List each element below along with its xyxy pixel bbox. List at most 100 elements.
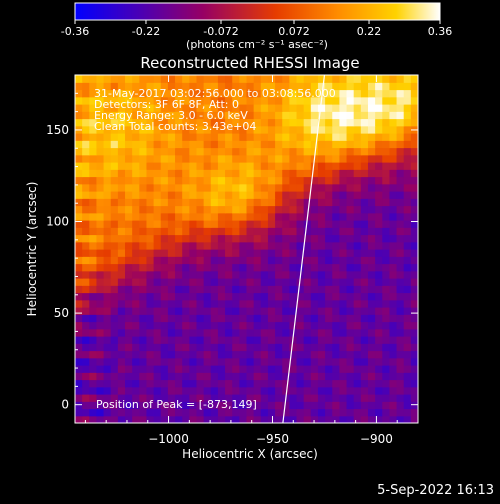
- heatmap-cell: [267, 176, 276, 185]
- heatmap-cell: [375, 394, 383, 402]
- heatmap-cell: [375, 372, 383, 381]
- heatmap-cell: [175, 401, 183, 410]
- heatmap-cell: [210, 285, 219, 294]
- heatmap-cell: [110, 198, 119, 207]
- heatmap-cell: [289, 278, 298, 286]
- heatmap-cell: [253, 401, 262, 410]
- heatmap-cell: [96, 220, 105, 228]
- heatmap-cell: [282, 96, 290, 105]
- heatmap-cell: [239, 198, 248, 207]
- heatmap-cell: [310, 227, 319, 236]
- heatmap-cell: [310, 249, 319, 257]
- heatmap-cell: [125, 256, 133, 265]
- heatmap-cell: [382, 350, 391, 359]
- heatmap-cell: [167, 162, 176, 170]
- heatmap-cell: [346, 372, 355, 381]
- heatmap-cell: [125, 292, 133, 301]
- heatmap-cell: [182, 111, 190, 120]
- heatmap-cell: [146, 408, 155, 417]
- heatmap-cell: [317, 263, 326, 272]
- heatmap-cell: [275, 212, 283, 221]
- heatmap-cell: [275, 183, 283, 192]
- heatmap-cell: [75, 241, 83, 250]
- heatmap-cell: [125, 372, 133, 381]
- heatmap-cell: [125, 285, 133, 294]
- heatmap-cell: [282, 285, 290, 294]
- heatmap-cell: [160, 162, 169, 170]
- heatmap-cell: [103, 212, 112, 221]
- heatmap-cell: [296, 234, 305, 243]
- heatmap-cell: [232, 386, 240, 395]
- heatmap-cell: [253, 169, 262, 178]
- heatmap-cell: [367, 270, 376, 279]
- heatmap-cell: [89, 111, 98, 120]
- heatmap-cell: [225, 104, 233, 112]
- heatmap-cell: [175, 205, 183, 214]
- heatmap-cell: [403, 198, 412, 207]
- heatmap-cell: [175, 299, 183, 308]
- heatmap-cell: [110, 205, 119, 214]
- heatmap-cell: [182, 234, 190, 243]
- heatmap-cell: [360, 191, 369, 199]
- heatmap-cell: [203, 408, 212, 417]
- heatmap-cell: [96, 176, 105, 185]
- heatmap-cell: [289, 285, 298, 294]
- heatmap-cell: [253, 227, 262, 236]
- heatmap-cell: [332, 198, 340, 207]
- heatmap-cell: [367, 415, 376, 423]
- heatmap-cell: [217, 394, 226, 402]
- heatmap-cell: [146, 314, 155, 323]
- annotation-clean-counts: Clean Total counts: 3.43e+04: [94, 120, 256, 133]
- heatmap-cell: [217, 162, 226, 170]
- heatmap-cell: [203, 299, 212, 308]
- heatmap-cell: [175, 263, 183, 272]
- heatmap-cell: [410, 111, 418, 120]
- heatmap-cell: [253, 372, 262, 381]
- heatmap-cell: [303, 133, 312, 141]
- heatmap-cell: [353, 198, 362, 207]
- heatmap-cell: [203, 183, 212, 192]
- heatmap-cell: [225, 169, 233, 178]
- colorbar-tick-label: 0.36: [428, 25, 453, 38]
- heatmap-cell: [167, 133, 176, 141]
- heatmap-cell: [353, 89, 362, 98]
- heatmap-cell: [210, 321, 219, 330]
- heatmap-cell: [132, 357, 140, 366]
- heatmap-cell: [89, 176, 98, 185]
- heatmap-cell: [167, 212, 176, 221]
- heatmap-cell: [146, 183, 155, 192]
- heatmap-cell: [132, 147, 140, 156]
- heatmap-cell: [332, 270, 340, 279]
- heatmap-cell: [82, 408, 90, 417]
- heatmap-cell: [139, 415, 148, 423]
- heatmap-cell: [82, 307, 90, 315]
- heatmap-cell: [332, 379, 340, 388]
- heatmap-cell: [110, 365, 119, 373]
- heatmap-cell: [96, 336, 105, 344]
- heatmap-cell: [303, 198, 312, 207]
- heatmap-cell: [289, 176, 298, 185]
- heatmap-cell: [353, 205, 362, 214]
- heatmap-cell: [175, 249, 183, 257]
- heatmap-cell: [125, 154, 133, 163]
- heatmap-cell: [317, 198, 326, 207]
- heatmap-cell: [346, 176, 355, 185]
- heatmap-cell: [339, 169, 348, 178]
- heatmap-cell: [282, 408, 290, 417]
- heatmap-cell: [239, 307, 248, 315]
- heatmap-cell: [232, 227, 240, 236]
- heatmap-cell: [375, 169, 383, 178]
- heatmap-cell: [310, 336, 319, 344]
- heatmap-cell: [125, 133, 133, 141]
- heatmap-cell: [410, 263, 418, 272]
- heatmap-cell: [396, 89, 405, 98]
- heatmap-cell: [275, 372, 283, 381]
- heatmap-cell: [196, 263, 205, 272]
- heatmap-cell: [410, 198, 418, 207]
- heatmap-cell: [253, 234, 262, 243]
- heatmap-cell: [117, 154, 126, 163]
- heatmap-cell: [346, 321, 355, 330]
- heatmap-cell: [375, 408, 383, 417]
- heatmap-cell: [89, 191, 98, 199]
- heatmap-cell: [210, 256, 219, 265]
